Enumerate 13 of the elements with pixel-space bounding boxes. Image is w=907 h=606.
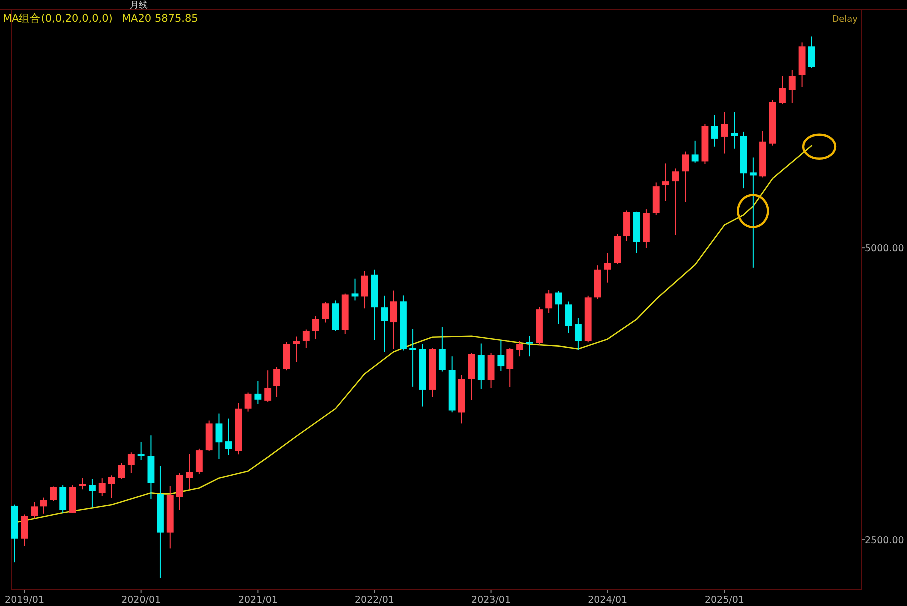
annotation: 月线 bbox=[130, 0, 148, 11]
x-tick-label: 2020/01 bbox=[122, 595, 162, 606]
y-tick-label: 2500.00 bbox=[865, 535, 904, 546]
annotation: MA组合(0,0,20,0,0,0) bbox=[3, 12, 113, 25]
x-tick-label: 2019/01 bbox=[5, 595, 45, 606]
annotation: Delay bbox=[832, 15, 859, 25]
x-tick-label: 2024/01 bbox=[588, 595, 628, 606]
x-tick-label: 2021/01 bbox=[238, 595, 278, 606]
y-tick-label: 5000.00 bbox=[865, 244, 904, 255]
annotation: MA20 5875.85 bbox=[122, 13, 198, 25]
x-tick-label: 2022/01 bbox=[355, 595, 394, 606]
x-tick-label: 2023/01 bbox=[472, 595, 512, 606]
x-tick-label: 2025/01 bbox=[704, 595, 744, 606]
